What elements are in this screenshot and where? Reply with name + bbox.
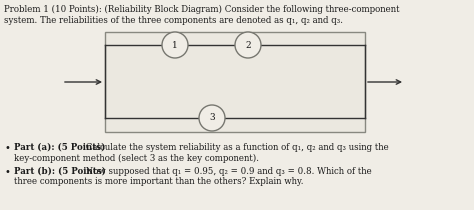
Text: 1: 1 <box>172 41 178 50</box>
Text: Now supposed that q₁ = 0.95, q₂ = 0.9 and q₃ = 0.8. Which of the: Now supposed that q₁ = 0.95, q₂ = 0.9 an… <box>83 167 372 176</box>
Text: •: • <box>4 167 10 177</box>
Circle shape <box>199 105 225 131</box>
Circle shape <box>162 32 188 58</box>
Text: •: • <box>4 143 10 153</box>
Text: system. The reliabilities of the three components are denoted as q₁, q₂ and q₃.: system. The reliabilities of the three c… <box>4 16 343 25</box>
Text: 3: 3 <box>209 113 215 122</box>
Text: Problem 1 (10 Points): (Reliability Block Diagram) Consider the following three-: Problem 1 (10 Points): (Reliability Bloc… <box>4 5 400 14</box>
Text: 2: 2 <box>245 41 251 50</box>
Text: Part (b): (5 Points): Part (b): (5 Points) <box>14 167 106 176</box>
Text: Part (a): (5 Points): Part (a): (5 Points) <box>14 143 105 152</box>
Text: key-component method (select 3 as the key component).: key-component method (select 3 as the ke… <box>14 154 259 163</box>
Text: three components is more important than the others? Explain why.: three components is more important than … <box>14 177 303 186</box>
Bar <box>105 32 365 132</box>
Text: Calculate the system reliability as a function of q₁, q₂ and q₃ using the: Calculate the system reliability as a fu… <box>83 143 389 152</box>
Circle shape <box>235 32 261 58</box>
